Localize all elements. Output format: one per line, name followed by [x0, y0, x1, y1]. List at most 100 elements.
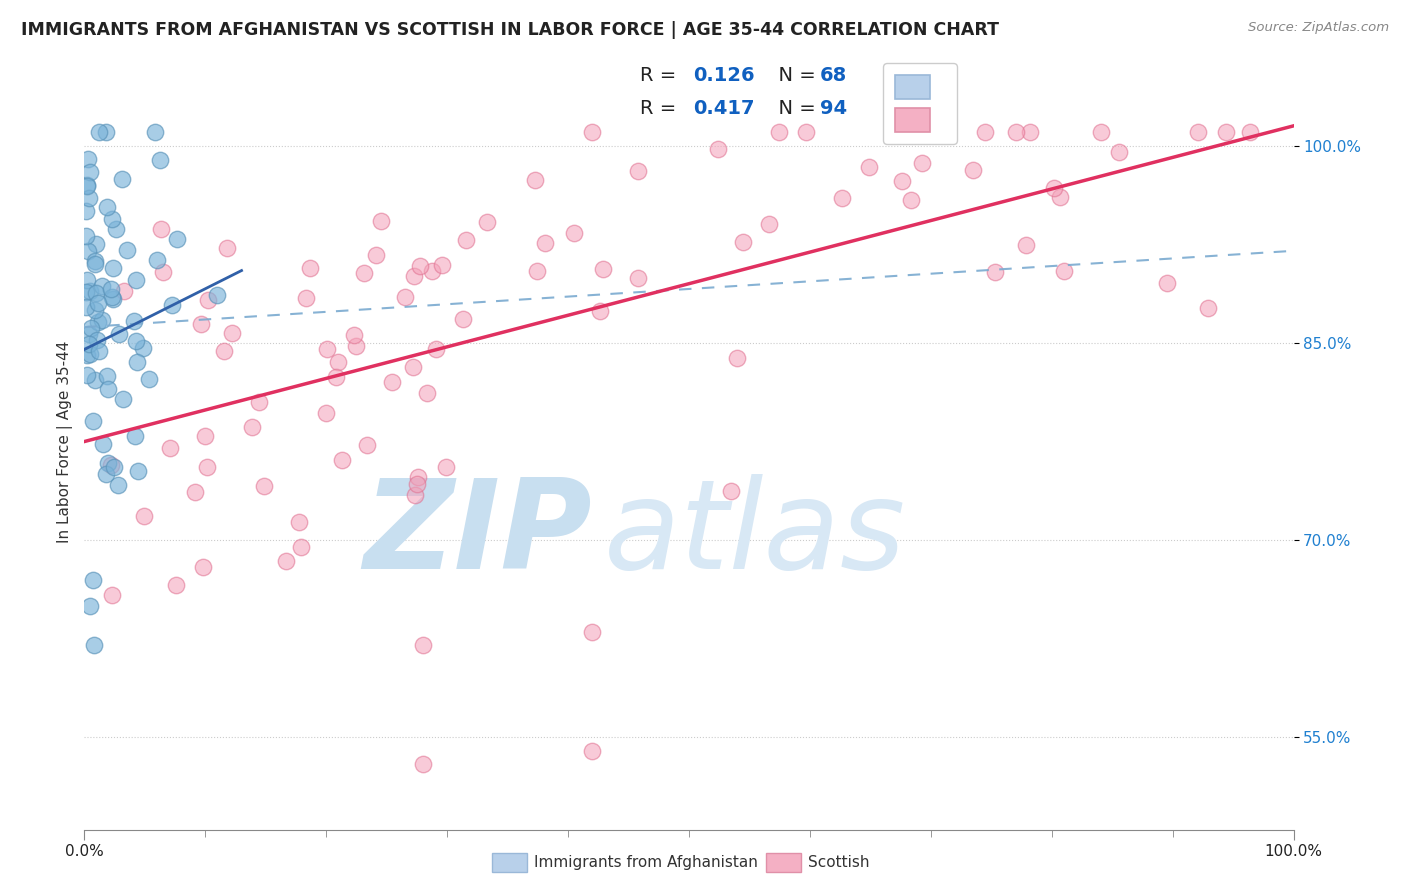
Point — [353, 266, 375, 280]
Point — [149, 153, 172, 167]
Point — [330, 452, 353, 467]
Point — [430, 258, 453, 272]
Point — [288, 515, 311, 529]
Point — [425, 342, 447, 356]
Point — [408, 260, 430, 274]
Point — [295, 291, 318, 305]
Point — [89, 125, 111, 139]
Point — [526, 263, 548, 277]
Point — [205, 288, 228, 302]
Point — [1187, 125, 1209, 139]
Point — [76, 178, 98, 193]
Point — [984, 265, 1007, 279]
Point — [75, 285, 97, 299]
Point — [149, 222, 172, 236]
Point — [143, 125, 166, 139]
Point — [412, 639, 434, 653]
Point — [84, 302, 107, 317]
Point — [412, 756, 434, 771]
Point — [111, 172, 134, 186]
Point — [127, 355, 149, 369]
Point — [1108, 145, 1130, 159]
Point — [1090, 125, 1112, 139]
Point — [79, 599, 101, 613]
Text: Scottish: Scottish — [808, 855, 870, 870]
Point — [197, 293, 219, 308]
Point — [76, 273, 98, 287]
Point — [221, 326, 243, 340]
Point — [831, 191, 853, 205]
Point — [626, 270, 648, 285]
Point — [627, 164, 650, 178]
Point — [166, 231, 188, 245]
Point — [581, 744, 603, 758]
Point — [87, 344, 110, 359]
Point — [90, 278, 112, 293]
Point — [325, 369, 347, 384]
Point — [1215, 125, 1237, 139]
Text: N =: N = — [766, 99, 823, 119]
Point — [247, 394, 270, 409]
Point — [1197, 301, 1219, 315]
Point — [315, 406, 337, 420]
Text: Source: ZipAtlas.com: Source: ZipAtlas.com — [1249, 21, 1389, 34]
Point — [592, 262, 614, 277]
Point — [343, 327, 366, 342]
Point — [84, 257, 107, 271]
Text: ZIP: ZIP — [364, 475, 592, 595]
Point — [588, 304, 610, 318]
Point — [405, 477, 427, 491]
Point — [1156, 276, 1178, 290]
Point — [1004, 125, 1026, 139]
Point — [1018, 125, 1040, 139]
Point — [858, 160, 880, 174]
Point — [1053, 264, 1076, 278]
Point — [87, 315, 110, 329]
Text: IMMIGRANTS FROM AFGHANISTAN VS SCOTTISH IN LABOR FORCE | AGE 35-44 CORRELATION C: IMMIGRANTS FROM AFGHANISTAN VS SCOTTISH … — [21, 21, 1000, 38]
Point — [75, 204, 97, 219]
Point — [290, 540, 312, 554]
Point — [364, 248, 387, 262]
Point — [107, 478, 129, 492]
Point — [145, 253, 167, 268]
Point — [125, 334, 148, 349]
Text: 68: 68 — [820, 66, 846, 86]
Point — [122, 314, 145, 328]
Point — [127, 464, 149, 478]
Point — [83, 639, 105, 653]
Point — [534, 235, 557, 250]
Point — [82, 414, 104, 428]
Point — [725, 351, 748, 365]
Text: 94: 94 — [820, 99, 846, 119]
Point — [79, 337, 101, 351]
Point — [91, 313, 114, 327]
Point — [394, 290, 416, 304]
Point — [77, 244, 100, 259]
Point — [86, 333, 108, 347]
Point — [190, 317, 212, 331]
Point — [794, 125, 817, 139]
Point — [581, 625, 603, 640]
Point — [76, 178, 98, 192]
Point — [84, 253, 107, 268]
Point — [100, 588, 122, 602]
Point — [165, 578, 187, 592]
Point — [159, 441, 181, 455]
Point — [112, 285, 135, 299]
Point — [434, 460, 457, 475]
Point — [316, 342, 339, 356]
Point — [974, 125, 997, 139]
Text: atlas: atlas — [605, 475, 907, 595]
Point — [77, 327, 100, 342]
Point — [100, 458, 122, 473]
Point — [79, 285, 101, 299]
Point — [381, 375, 404, 389]
Point — [934, 125, 956, 139]
Point — [103, 293, 125, 307]
Point — [76, 348, 98, 362]
Point — [96, 201, 118, 215]
Point — [402, 359, 425, 374]
Point — [758, 217, 780, 231]
Point — [475, 215, 498, 229]
Point — [79, 165, 101, 179]
